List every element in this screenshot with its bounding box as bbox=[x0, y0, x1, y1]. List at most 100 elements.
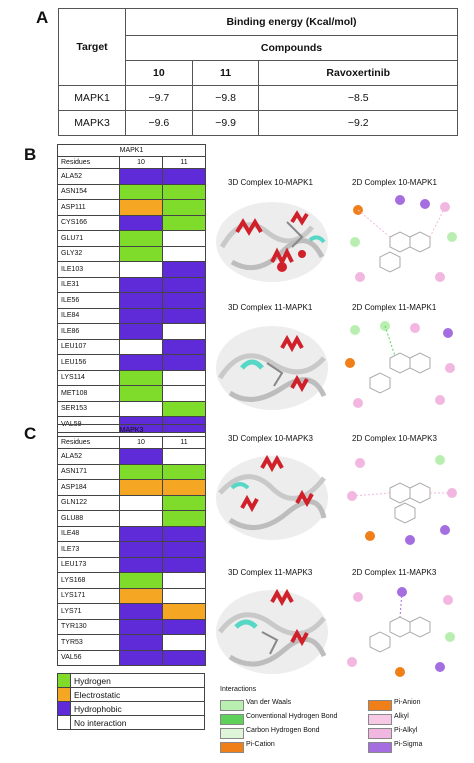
legend-item: Electrostatic bbox=[57, 687, 205, 702]
caption-3d-11-mapk1: 3D Complex 11-MAPK1 bbox=[228, 303, 313, 312]
interaction-cell bbox=[161, 541, 207, 558]
interaction-2d-image bbox=[347, 455, 457, 545]
table-row: TYR130 bbox=[57, 618, 207, 635]
panel-letter-c: C bbox=[24, 424, 37, 443]
interaction-cell bbox=[119, 479, 163, 496]
legend-item: Hydrophobic bbox=[57, 701, 205, 716]
interaction-cell bbox=[119, 323, 163, 340]
residues-header: Residues bbox=[57, 156, 120, 169]
table-row: GLU88 bbox=[57, 510, 207, 527]
table-row: LEU173 bbox=[57, 556, 207, 573]
compound-11-header: 11 bbox=[161, 156, 207, 169]
residue-label: SER153 bbox=[57, 400, 120, 417]
interaction-cell bbox=[119, 276, 163, 293]
residue-label: MET108 bbox=[57, 385, 120, 402]
residue-label: CYS166 bbox=[57, 214, 120, 231]
interaction-2d-image bbox=[345, 321, 455, 408]
residue-label: ASP184 bbox=[57, 479, 120, 496]
residue-label: ILE73 bbox=[57, 541, 120, 558]
legend-label: Alkyl bbox=[394, 713, 409, 720]
value-cell: −8.5 bbox=[258, 85, 458, 111]
interaction-cell bbox=[161, 479, 207, 496]
table-row: LEU156 bbox=[57, 354, 207, 371]
legend-label: No interaction bbox=[70, 715, 205, 730]
table-row: LEU107 bbox=[57, 338, 207, 355]
interaction-cell bbox=[161, 276, 207, 293]
interaction-cell bbox=[161, 261, 207, 278]
interaction-cell bbox=[119, 400, 163, 417]
residue-legend: Hydrogen Electrostatic Hydrophobic No in… bbox=[57, 673, 205, 730]
legend-label: Pi-Alkyl bbox=[394, 727, 418, 734]
residue-label: LEU173 bbox=[57, 556, 120, 573]
interaction-cell bbox=[119, 463, 163, 480]
interaction-cell bbox=[119, 541, 163, 558]
caption-2d-11-mapk3: 2D Complex 11-MAPK3 bbox=[352, 568, 437, 577]
interaction-cell bbox=[161, 618, 207, 635]
legend-label: Conventional Hydrogen Bond bbox=[246, 713, 338, 720]
value-cell: −9.8 bbox=[191, 85, 260, 111]
legend-swatch bbox=[220, 742, 244, 753]
interaction-cell bbox=[119, 307, 163, 324]
interaction-cell bbox=[119, 603, 163, 620]
legend-label: Hydrogen bbox=[70, 673, 205, 688]
table-row: TYR53 bbox=[57, 634, 207, 651]
table-row: GLY32 bbox=[57, 245, 207, 262]
legend-swatch bbox=[57, 701, 71, 716]
target-header: Target bbox=[58, 8, 126, 86]
legend-label: Pi-Cation bbox=[246, 741, 275, 748]
legend-label: Carbon Hydrogen Bond bbox=[246, 727, 320, 734]
panel-letter-b: B bbox=[24, 145, 37, 164]
table-row: ILE103 bbox=[57, 261, 207, 278]
residue-label: LYS171 bbox=[57, 587, 120, 604]
interaction-cell bbox=[161, 214, 207, 231]
interaction-cell bbox=[119, 494, 163, 511]
interaction-cell bbox=[161, 525, 207, 542]
residue-label: ILE103 bbox=[57, 261, 120, 278]
interaction-cell bbox=[161, 245, 207, 262]
legend-swatch bbox=[220, 714, 244, 725]
table-row: LYS71 bbox=[57, 603, 207, 620]
interactions-legend: Interactions Van der Waals Conventional … bbox=[218, 686, 466, 760]
table-row: MAPK1 −9.7 −9.8 −8.5 bbox=[58, 85, 458, 111]
compound-10-header: 10 bbox=[119, 436, 163, 449]
interaction-cell bbox=[161, 448, 207, 465]
caption-3d-11-mapk3: 3D Complex 11-MAPK3 bbox=[228, 568, 313, 577]
protein-3d-image bbox=[216, 326, 328, 410]
interaction-cell bbox=[119, 354, 163, 371]
value-cell: −9.6 bbox=[125, 110, 193, 136]
caption-2d-10-mapk3: 2D Complex 10-MAPK3 bbox=[352, 434, 437, 443]
table-row: LYS168 bbox=[57, 572, 207, 589]
interaction-cell bbox=[161, 556, 207, 573]
residue-table-title: MAPK1 bbox=[56, 144, 207, 157]
residue-label: LEU107 bbox=[57, 338, 120, 355]
caption-3d-10-mapk1: 3D Complex 10-MAPK1 bbox=[228, 178, 313, 187]
residue-label: GLU88 bbox=[57, 510, 120, 527]
table-row: GLN122 bbox=[57, 494, 207, 511]
legend-swatch bbox=[57, 715, 71, 730]
compounds-header: Compounds bbox=[125, 35, 458, 61]
binding-energy-table: Target Binding energy (Kcal/mol) Compoun… bbox=[58, 8, 458, 136]
legend-label: Van der Waals bbox=[246, 699, 292, 706]
legend-swatch bbox=[368, 728, 392, 739]
interaction-cell bbox=[161, 400, 207, 417]
legend-swatch bbox=[220, 728, 244, 739]
protein-3d-image bbox=[216, 454, 328, 540]
table-row: ASP111 bbox=[57, 199, 207, 216]
interaction-cell bbox=[161, 354, 207, 371]
interaction-cell bbox=[161, 603, 207, 620]
table-row: SER153 bbox=[57, 400, 207, 417]
residue-label: ASN154 bbox=[57, 183, 120, 200]
col-header-10: 10 bbox=[125, 60, 193, 86]
table-row: VAL56 bbox=[57, 649, 207, 666]
table-row: MET108 bbox=[57, 385, 207, 402]
interaction-cell bbox=[119, 245, 163, 262]
legend-swatch bbox=[57, 673, 71, 688]
table-row: ALA52 bbox=[57, 448, 207, 465]
residue-label: GLN122 bbox=[57, 494, 120, 511]
table-row: LYS171 bbox=[57, 587, 207, 604]
residue-label: ASP111 bbox=[57, 199, 120, 216]
compound-11-header: 11 bbox=[161, 436, 207, 449]
table-row: MAPK3 −9.6 −9.9 −9.2 bbox=[58, 110, 458, 136]
caption-3d-10-mapk3: 3D Complex 10-MAPK3 bbox=[228, 434, 313, 443]
protein-3d-image bbox=[216, 588, 328, 674]
